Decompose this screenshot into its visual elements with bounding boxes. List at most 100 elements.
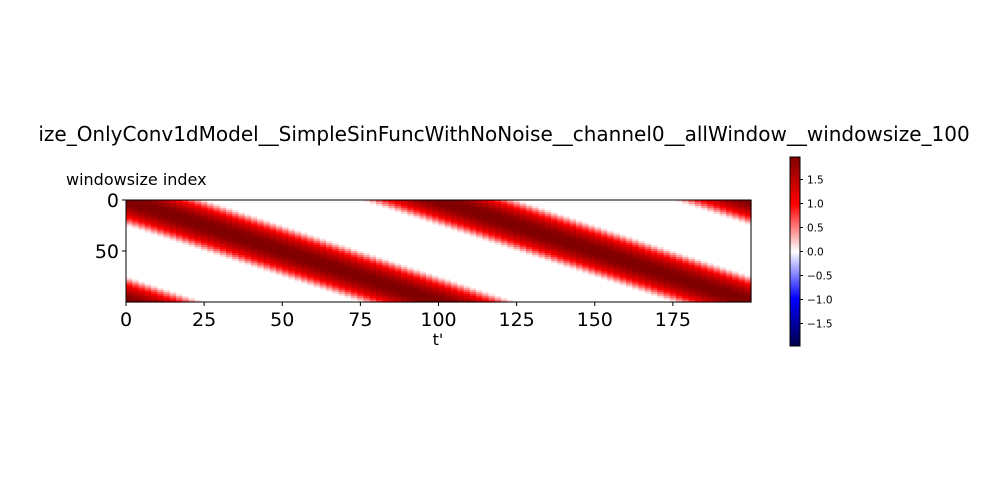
heatmap-cell [582,220,590,224]
heatmap-cell [357,240,365,244]
heatmap-cell [407,291,415,295]
heatmap-cell [401,275,408,279]
heatmap-cell [357,255,365,258]
heatmap-cell [726,263,733,266]
heatmap-cell [526,246,533,250]
heatmap-cell [438,224,446,228]
heatmap-cell [288,279,296,283]
heatmap-cell [613,255,621,258]
heatmap-cell [301,242,308,246]
heatmap-cell [319,255,327,258]
heatmap-cell [432,216,440,219]
heatmap-cell [694,236,702,240]
heatmap-cell [282,214,290,217]
heatmap-cell [532,212,540,215]
heatmap-cell [551,287,558,291]
heatmap-cell [494,208,502,211]
heatmap-cell [469,230,477,234]
heatmap-cell [132,234,140,238]
heatmap-cell [651,218,658,221]
heatmap-cell [357,297,365,301]
heatmap-cell [657,297,665,301]
heatmap-cell [701,273,708,277]
heatmap-cell [544,279,552,283]
heatmap-cell [594,218,602,221]
heatmap-cell [588,206,596,209]
heatmap-cell [513,253,521,256]
heatmap-cell [457,281,465,285]
heatmap-cell [563,234,571,238]
heatmap-cell [126,291,133,295]
heatmap-cell [544,295,552,299]
heatmap-cell [626,285,633,289]
heatmap-cell [594,273,602,277]
heatmap-cell [407,200,415,203]
heatmap-cell [169,271,177,275]
heatmap-cell [576,222,583,226]
heatmap-cell [588,263,596,266]
heatmap-cell [626,228,633,232]
heatmap-cell [463,240,471,244]
heatmap-cell [357,242,365,246]
heatmap-cell [463,281,471,285]
heatmap-cell [276,248,283,252]
heatmap-cell [551,222,558,226]
heatmap-cell [688,291,696,295]
heatmap-cell [419,226,427,230]
heatmap-cell [526,271,533,275]
heatmap-cell [226,251,233,254]
heatmap-cell [401,299,408,303]
heatmap-cell [482,277,490,281]
heatmap-cell [638,261,646,264]
heatmap-cell [244,269,252,272]
heatmap-cell [632,291,640,295]
heatmap-cell [176,240,183,244]
heatmap-cell [644,212,652,215]
heatmap-cell [219,265,227,268]
heatmap-cell [126,228,133,232]
heatmap-cell [463,242,471,246]
heatmap-cell [294,216,302,219]
heatmap-cell [738,204,746,207]
heatmap-cell [138,228,146,232]
heatmap-cell [744,208,752,211]
heatmap-cell [294,295,302,299]
heatmap-cell [557,218,565,221]
heatmap-cell [269,232,277,236]
heatmap-cell [444,271,452,275]
heatmap-cell [276,222,283,226]
heatmap-cell [126,299,133,303]
heatmap-cell [576,263,583,266]
heatmap-cell [563,202,571,205]
heatmap-cell [294,271,302,275]
heatmap-cell [157,277,165,281]
heatmap-cell [301,228,308,232]
heatmap-cell [551,273,558,277]
heatmap-cell [132,248,140,252]
heatmap-cell [594,240,602,244]
heatmap-cell [663,248,671,252]
heatmap-cell [257,257,265,260]
heatmap-cell [163,204,171,207]
heatmap-cell [444,226,452,230]
heatmap-cell [369,200,377,203]
heatmap-cell [307,214,315,217]
heatmap-cell [157,273,165,277]
heatmap-cell [657,228,665,232]
heatmap-cell [319,222,327,226]
heatmap-cell [638,269,646,272]
heatmap-cell [144,246,152,250]
heatmap-cell [438,204,446,207]
heatmap-cell [569,281,577,285]
heatmap-cell [401,253,408,256]
heatmap-cell [169,212,177,215]
heatmap-cell [288,285,296,289]
heatmap-cell [594,259,602,262]
heatmap-cell [257,299,265,303]
heatmap-cell [351,240,358,244]
heatmap-cell [569,246,577,250]
heatmap-cell [376,234,383,238]
heatmap-cell [501,228,508,232]
heatmap-cell [482,238,490,242]
heatmap-cell [651,297,658,301]
